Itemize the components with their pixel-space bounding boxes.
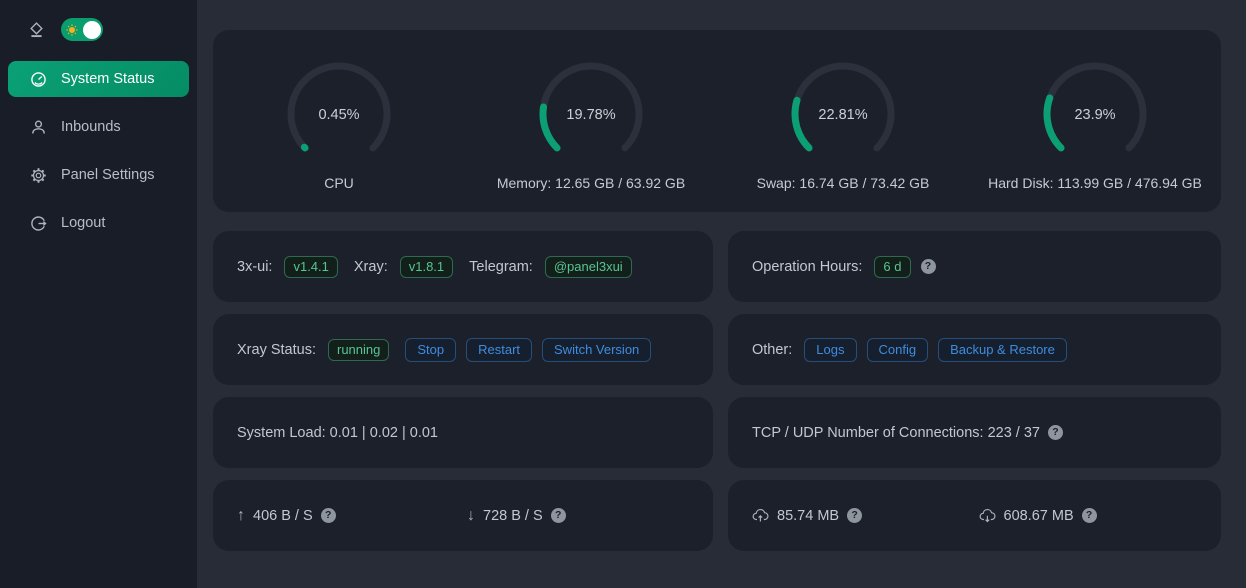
total-upload-value: 85.74 MB [777,507,840,524]
logout-icon [30,215,47,232]
cloud-upload-icon [752,508,769,523]
main-content: 0.45% CPU 19.78% Memory: 12.65 GB / 63.9… [197,0,1246,563]
xui-version-tag: v1.4.1 [284,255,338,278]
sidebar-item-label: Panel Settings [61,167,155,183]
user-icon [30,119,47,136]
help-icon[interactable]: ? [1081,508,1097,523]
sidebar-item-inbounds[interactable]: Inbounds [8,109,189,145]
memory-percent: 19.78% [566,107,615,123]
cloud-download-icon [979,508,996,523]
sidebar-menu: System Status Inbounds Pa [0,55,197,241]
connections-card: TCP / UDP Number of Connections: 223 / 3… [728,397,1221,468]
total-download: 608.67 MB ? [979,508,1198,524]
hard-disk-percent: 23.9% [1074,107,1115,123]
switch-version-button[interactable]: Switch Version [542,337,652,362]
memory-gauge: 19.78% Memory: 12.65 GB / 63.92 GB [465,30,717,212]
telegram-label: Telegram: [469,258,533,275]
connections-text: TCP / UDP Number of Connections: 223 / 3… [752,424,1040,441]
download-speed-value: 728 B / S [483,507,543,524]
sidebar-item-panel-settings[interactable]: Panel Settings [8,157,189,193]
swap-percent: 22.81% [818,107,867,123]
help-icon[interactable]: ? [920,259,936,274]
xray-version-label: Xray: [353,258,388,275]
sidebar: System Status Inbounds Pa [0,0,197,588]
total-traffic-card: 85.74 MB ? 608.67 MB ? [728,480,1221,551]
sidebar-item-system-status[interactable]: System Status [8,61,189,97]
system-load-card: System Load: 0.01 | 0.02 | 0.01 [213,397,713,468]
operation-hours-tag: 6 d [874,255,911,278]
stop-button[interactable]: Stop [405,337,457,362]
network-speed-card: ↑ 406 B / S ? ↓ 728 B / S ? [213,480,713,551]
toggle-knob [82,20,101,39]
versions-card: 3x-ui: v1.4.1 Xray: v1.8.1 Telegram: @pa… [213,231,713,302]
swap-label: Swap: 16.74 GB / 73.42 GB [756,175,930,191]
xray-status-tag: running [327,338,390,361]
info-cards-grid: 3x-ui: v1.4.1 Xray: v1.8.1 Telegram: @pa… [213,231,1221,563]
upload-speed-value: 406 B / S [253,507,313,524]
sun-icon [66,23,78,36]
system-load-text: System Load: 0.01 | 0.02 | 0.01 [237,424,438,441]
other-label: Other: [752,341,793,358]
operation-hours-card: Operation Hours: 6 d ? [728,231,1221,302]
sidebar-item-label: Logout [61,215,106,231]
memory-label: Memory: 12.65 GB / 63.92 GB [496,175,686,191]
dashboard-icon [30,71,47,88]
xray-version-tag: v1.8.1 [399,255,454,278]
swap-gauge: 22.81% Swap: 16.74 GB / 73.42 GB [717,30,969,212]
arrow-up-icon: ↑ [237,506,245,524]
system-gauges-card: 0.45% CPU 19.78% Memory: 12.65 GB / 63.9… [213,30,1221,212]
sidebar-item-logout[interactable]: Logout [8,205,189,241]
help-icon[interactable]: ? [847,508,863,523]
upload-speed: ↑ 406 B / S ? [237,506,459,524]
config-button[interactable]: Config [866,337,929,362]
sidebar-item-label: System Status [61,71,155,87]
xray-status-label: Xray Status: [237,341,316,358]
operation-hours-label: Operation Hours: [752,258,863,275]
sidebar-item-label: Inbounds [61,119,121,135]
cpu-percent: 0.45% [318,107,359,123]
backup-restore-button[interactable]: Backup & Restore [938,337,1067,362]
hard-disk-gauge: 23.9% Hard Disk: 113.99 GB / 476.94 GB [969,30,1221,212]
total-upload: 85.74 MB ? [752,508,971,524]
sidebar-header [0,0,197,55]
help-icon[interactable]: ? [550,508,566,523]
arrow-down-icon: ↓ [467,506,475,524]
dark-mode-toggle[interactable] [61,18,103,41]
cpu-gauge: 0.45% CPU [213,30,465,212]
telegram-tag[interactable]: @panel3xui [544,255,632,278]
total-download-value: 608.67 MB [1003,507,1074,524]
xui-version-label: 3x-ui: [237,258,273,275]
download-speed: ↓ 728 B / S ? [467,506,689,524]
logs-button[interactable]: Logs [804,337,857,362]
hard-disk-label: Hard Disk: 113.99 GB / 476.94 GB [988,175,1202,191]
other-actions-card: Other: Logs Config Backup & Restore [728,314,1221,385]
restart-button[interactable]: Restart [466,337,533,362]
help-icon[interactable]: ? [1048,425,1063,440]
gear-icon [30,167,47,184]
help-icon[interactable]: ? [320,508,336,523]
cpu-label: CPU [324,175,354,191]
xray-status-card: Xray Status: running Stop Restart Switch… [213,314,713,385]
theme-colors-icon [28,21,45,38]
